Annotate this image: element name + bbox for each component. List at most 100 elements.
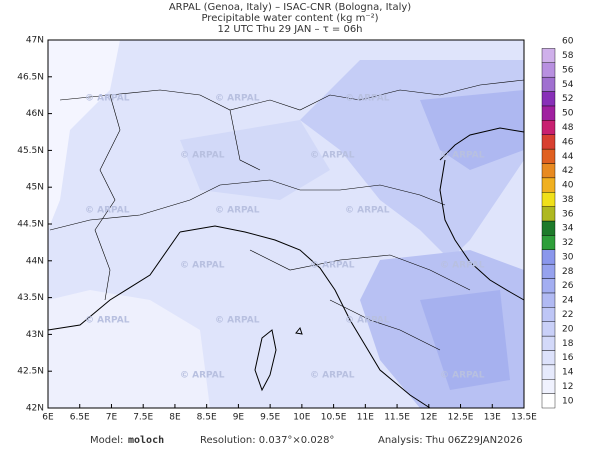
watermark: © ARPAL [180,261,225,271]
lon-label: 6.5E [70,413,90,423]
lon-label: 10.5E [321,413,347,423]
colorbar-label: 54 [562,80,574,90]
lon-label: 11E [357,413,374,423]
colorbar-swatch [541,321,556,337]
lon-label: 6E [42,413,54,423]
colorbar-swatch [541,350,556,366]
watermark: © ARPAL [440,261,485,271]
lon-label: 10E [293,413,310,423]
header-line: Precipitable water content (kg m⁻²) [201,13,378,24]
colorbar-label: 50 [562,109,574,119]
watermark: © ARPAL [215,94,260,104]
colorbar-label: 10 [562,396,574,406]
lat-label: 44N [26,256,44,266]
colorbar-swatch [541,379,556,394]
island [254,329,277,392]
watermark: © ARPAL [180,151,225,161]
colorbar-swatch [541,364,556,380]
coastline [47,231,181,331]
colorbar-label: 22 [562,310,573,320]
lat-label: 46.5N [17,72,44,82]
border [329,299,441,351]
watermark: © ARPAL [440,371,485,381]
colorbar-label: 48 [562,123,574,133]
coastline [439,127,525,161]
lon-label: 9.5E [260,413,280,423]
colorbar-label: 56 [562,65,574,75]
lat-label: 42N [26,404,44,414]
colorbar-swatch [541,62,556,78]
lon-label: 12.5E [448,413,474,423]
colorbar: 10 12 14 16 18 20 22 24 26 28 30 32 34 36 38 40 42 44 46 48… [541,37,574,409]
coastline [179,225,431,409]
colorbar-label: 36 [562,209,574,219]
colorbar-label: 20 [562,324,574,334]
colorbar-swatch [541,105,556,121]
watermark: © ARPAL [215,206,260,216]
colorbar-label: 18 [562,339,574,349]
colorbar-swatch [541,48,556,63]
colorbar-label: 58 [562,51,574,61]
watermark: © ARPAL [345,94,390,104]
colorbar-label: 24 [562,296,574,306]
colorbar-label: 52 [562,94,573,104]
colorbar-label: 28 [562,267,574,277]
lon-label: 13E [484,413,501,423]
watermark: © ARPAL [440,151,485,161]
border [94,94,121,301]
watermark: © ARPAL [345,206,390,216]
coastline [439,159,525,301]
colorbar-swatch [541,177,556,193]
watermark: © ARPAL [85,316,130,326]
colorbar-label: 38 [562,195,574,205]
colorbar-label: 32 [562,238,573,248]
footer-model: moloch [128,435,164,446]
lon-label: 11.5E [384,413,410,423]
lon-label: 9E [233,413,245,423]
field-low [48,40,120,230]
colorbar-label: 14 [562,368,574,378]
footer-resolution: Resolution: 0.037°×0.028° [200,435,334,446]
colorbar-label: 12 [562,382,573,392]
watermark: © ARPAL [180,371,225,381]
colorbar-label: 30 [562,252,574,262]
watermark: © ARPAL [85,94,130,104]
colorbar-swatch [541,120,556,135]
lat-label: 42.5N [17,367,44,377]
colorbar-label: 34 [562,224,574,234]
border [59,79,525,111]
lon-label: 7.5E [133,413,153,423]
field-low [48,290,210,408]
colorbar-swatch [541,220,556,236]
lon-label: 8.5E [197,413,217,423]
colorbar-swatch [541,278,556,294]
colorbar-swatch [541,134,556,150]
lat-label: 46N [26,109,44,119]
watermark: © ARPAL [310,371,355,381]
colorbar-label: 26 [562,281,574,291]
colorbar-swatch [541,307,556,322]
island [295,326,303,335]
lon-label: 13.5E [511,413,537,423]
colorbar-swatch [541,148,556,164]
lat-label: 43.5N [17,293,44,303]
colorbar-swatch [541,235,556,250]
watermark: © ARPAL [345,316,390,326]
colorbar-swatch [541,91,556,107]
colorbar-label: 40 [562,181,574,191]
watermark: © ARPAL [310,151,355,161]
coastlines [47,127,525,409]
colorbar-swatch [541,393,556,409]
border [49,179,446,231]
border [249,249,471,291]
lon-label: 7E [106,413,118,423]
colorbar-label: 44 [562,152,574,162]
colorbar-label: 16 [562,353,574,363]
header-line: ARPAL (Genoa, Italy) – ISAC-CNR (Bologna… [169,2,411,13]
colorbar-swatch [541,206,556,222]
field-high [420,90,524,170]
border [229,109,261,171]
map-field [48,40,524,408]
